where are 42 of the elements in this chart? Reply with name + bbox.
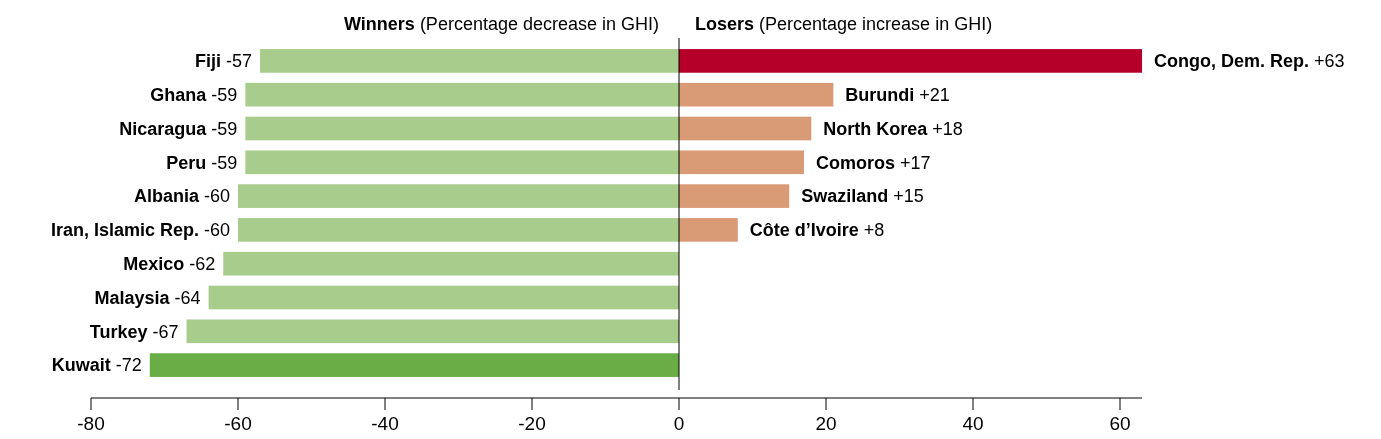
x-tick-label: 40	[962, 413, 984, 434]
data-label: Iran, Islamic Rep. -60	[50, 220, 230, 241]
bar	[260, 49, 679, 73]
data-label: Albania -60	[133, 186, 230, 207]
bar	[238, 184, 679, 208]
bar	[679, 150, 804, 175]
bar	[238, 218, 679, 242]
x-tick-label: -80	[77, 413, 105, 434]
bar	[679, 116, 812, 141]
data-label: Congo, Dem. Rep. +63	[1154, 51, 1345, 72]
series-label: Losers (Percentage increase in GHI)	[695, 14, 993, 34]
bar	[245, 116, 679, 141]
data-label: Peru -59	[166, 152, 238, 173]
bar	[679, 184, 790, 208]
data-label: Swaziland +15	[801, 186, 924, 207]
bar	[679, 82, 834, 107]
bar	[679, 218, 738, 242]
data-label: Fiji -57	[195, 51, 253, 72]
x-tick-label: -20	[518, 413, 546, 434]
data-label: Malaysia -64	[94, 287, 201, 308]
data-label: Nicaragua -59	[119, 118, 238, 139]
bar	[245, 82, 679, 107]
x-tick-label: 20	[815, 413, 837, 434]
data-label: Mexico -62	[123, 254, 216, 274]
data-label: Burundi +21	[845, 85, 950, 105]
bar	[208, 285, 679, 310]
x-tick-label: 0	[673, 413, 685, 434]
bar	[186, 319, 679, 344]
bar	[245, 150, 679, 175]
bar	[223, 251, 679, 276]
bar	[679, 49, 1143, 73]
x-tick-label: -60	[224, 413, 252, 434]
data-label: Kuwait -72	[51, 355, 142, 376]
data-label: Comoros +17	[815, 152, 931, 173]
data-label: Côte d’Ivoire +8	[749, 220, 885, 241]
data-label: Turkey -67	[89, 321, 179, 342]
series-label: Winners (Percentage decrease in GHI)	[344, 14, 659, 34]
data-label: North Korea +18	[823, 118, 963, 139]
bar	[149, 353, 679, 377]
data-label: Ghana -59	[150, 85, 238, 105]
x-tick-label: 60	[1109, 413, 1131, 434]
x-tick-label: -40	[371, 413, 399, 434]
